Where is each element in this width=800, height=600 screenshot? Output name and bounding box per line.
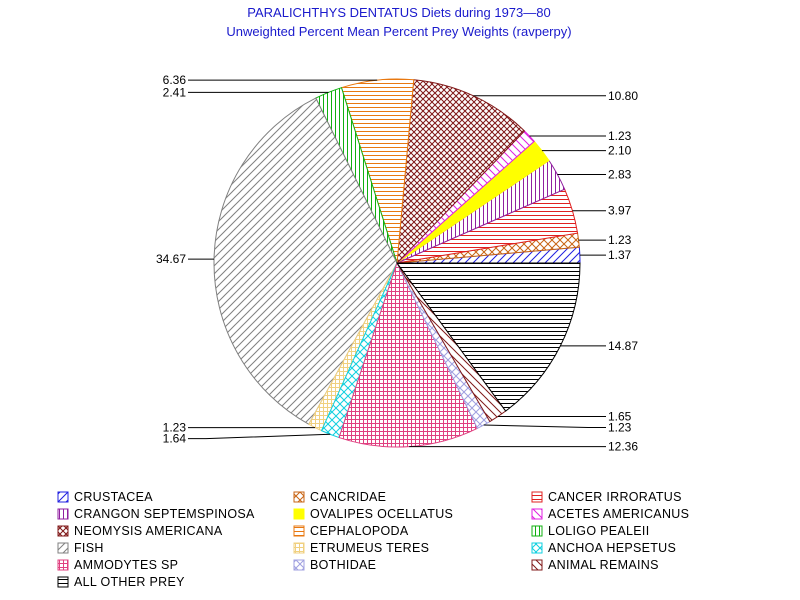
legend-item-cephalopoda: CEPHALOPODA	[293, 524, 409, 538]
legend-item-neomysis-americana: NEOMYSIS AMERICANA	[57, 524, 223, 538]
legend-label: CEPHALOPODA	[310, 524, 409, 538]
legend-swatch	[293, 542, 305, 554]
data-label-fish: 34.67	[156, 252, 186, 266]
chart-title: PARALICHTHYS DENTATUS Diets during 1973—…	[247, 5, 550, 20]
data-label-crangon-septemspinosa: 2.83	[608, 168, 632, 182]
legend-label: ANIMAL REMAINS	[548, 558, 659, 572]
slice-fish	[213, 97, 398, 425]
legend-label: CANCER IRRORATUS	[548, 490, 682, 504]
legend-swatch	[293, 508, 305, 520]
legend-swatch	[293, 491, 305, 503]
legend-item-all-other-prey: ALL OTHER PREY	[57, 575, 185, 589]
data-label-etrumeus-teres: 1.23	[163, 421, 187, 435]
legend-swatch	[531, 491, 543, 503]
legend-item-ammodytes-sp: AMMODYTES SP	[57, 558, 178, 572]
legend-swatch	[57, 576, 69, 588]
legend-label: NEOMYSIS AMERICANA	[74, 524, 223, 538]
data-label-ovalipes-ocellatus: 2.10	[608, 144, 632, 158]
slice-neomysis-americana	[396, 79, 526, 265]
chart-subtitle: Unweighted Percent Mean Percent Prey Wei…	[226, 24, 571, 39]
legend-item-crangon-septemspinosa: CRANGON SEPTEMSPINOSA	[57, 507, 255, 521]
data-label-anchoa-hepsetus: 1.64	[163, 432, 187, 446]
legend-label: CRANGON SEPTEMSPINOSA	[74, 507, 255, 521]
slice-all-other-prey	[396, 262, 581, 412]
data-label-animal-remains: 1.65	[608, 410, 632, 424]
legend-swatch	[531, 508, 543, 520]
legend-item-fish: FISH	[57, 541, 104, 555]
legend-item-cancridae: CANCRIDAE	[293, 490, 386, 504]
legend-label: ALL OTHER PREY	[74, 575, 185, 589]
legend-item-anchoa-hepsetus: ANCHOA HEPSETUS	[531, 541, 676, 555]
legend-swatch	[293, 525, 305, 537]
legend-swatch	[293, 559, 305, 571]
data-label-acetes-americanus: 1.23	[608, 129, 632, 143]
slice-labels: 10.801.232.102.833.971.231.3714.871.651.…	[156, 73, 638, 454]
data-label-neomysis-americana: 10.80	[608, 89, 638, 103]
leader-line	[483, 424, 606, 428]
legend-swatch	[57, 508, 69, 520]
legend-label: ANCHOA HEPSETUS	[548, 541, 676, 555]
data-label-cephalopoda: 6.36	[163, 73, 187, 87]
legend-swatch	[531, 542, 543, 554]
legend-swatch	[531, 525, 543, 537]
legend-label: CANCRIDAE	[310, 490, 386, 504]
legend-label: OVALIPES OCELLATUS	[310, 507, 453, 521]
legend-label: BOTHIDAE	[310, 558, 376, 572]
leader-line	[188, 433, 331, 440]
legend-label: ETRUMEUS TERES	[310, 541, 429, 555]
legend-swatch	[531, 559, 543, 571]
legend-label: FISH	[74, 541, 104, 555]
data-label-loligo-pealeii: 2.41	[163, 85, 187, 99]
data-label-all-other-prey: 14.87	[608, 339, 638, 353]
legend-item-cancer-irroratus: CANCER IRRORATUS	[531, 490, 682, 504]
legend-item-bothidae: BOTHIDAE	[293, 558, 376, 572]
legend-label: ACETES AMERICANUS	[548, 507, 689, 521]
legend-label: AMMODYTES SP	[74, 558, 178, 572]
data-label-crustacea: 1.37	[608, 248, 632, 262]
legend-item-ovalipes-ocellatus: OVALIPES OCELLATUS	[293, 507, 453, 521]
legend-label: LOLIGO PEALEII	[548, 524, 649, 538]
legend-item-crustacea: CRUSTACEA	[57, 490, 153, 504]
legend-item-animal-remains: ANIMAL REMAINS	[531, 558, 659, 572]
legend-swatch	[57, 525, 69, 537]
legend-swatch	[57, 542, 69, 554]
legend-label: CRUSTACEA	[74, 490, 153, 504]
data-label-cancer-irroratus: 3.97	[608, 204, 632, 218]
legend-swatch	[57, 491, 69, 503]
legend-swatch	[57, 559, 69, 571]
data-label-cancridae: 1.23	[608, 233, 632, 247]
legend-item-loligo-pealeii: LOLIGO PEALEII	[531, 524, 649, 538]
legend-item-acetes-americanus: ACETES AMERICANUS	[531, 507, 689, 521]
slice-ammodytes-sp	[338, 261, 479, 448]
data-label-bothidae: 1.23	[608, 421, 632, 435]
legend-item-etrumeus-teres: ETRUMEUS TERES	[293, 541, 429, 555]
data-label-ammodytes-sp: 12.36	[608, 440, 638, 454]
pie-slices	[213, 78, 581, 448]
legend: CRUSTACEA CANCRIDAE CANCER IRRORATUS CRANGO…	[57, 490, 689, 589]
